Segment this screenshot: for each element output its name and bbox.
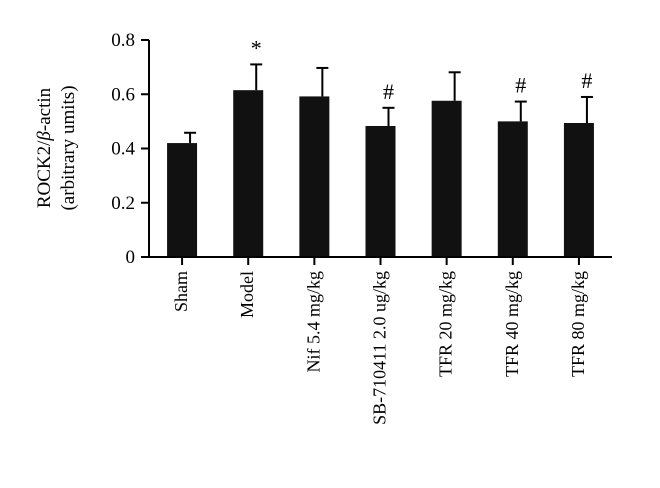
category-labels-group: Sham Model Nif 5.4 mg/kg SB-710411 2.0 ug/k… [171,271,588,425]
y-axis-label: ROCK2/β-actin (arbitrary umits) [34,85,79,210]
bar [497,121,528,257]
bar [365,125,396,257]
y-axis-label-greek: β [34,131,55,142]
bar [233,90,264,258]
y-ticks-group: 0 0.2 0.4 0.6 0.8 [111,30,149,268]
y-axis-label-suffix: -actin [34,87,55,131]
significance-marker: # [383,79,394,104]
category-label: Nif 5.4 mg/kg [303,271,323,373]
category-label: TFR 80 mg/kg [568,271,588,377]
significance-marker: * [251,35,262,60]
y-tick-label: 0.8 [111,30,135,51]
category-label: Sham [171,271,191,312]
y-tick-label: 0.4 [111,139,135,160]
bar [431,100,462,257]
significance-marker: # [515,73,526,98]
category-label: TFR 20 mg/kg [436,271,456,377]
bar [167,143,198,257]
error-bars-group [184,63,593,144]
y-tick-label: 0.2 [111,193,135,214]
bar [563,123,594,257]
y-tick-label: 0.6 [111,84,135,105]
y-axis-label-line2: (arbitrary umits) [58,85,79,210]
category-label: TFR 40 mg/kg [502,271,522,377]
significance-markers-group: * # # # [251,35,593,103]
y-tick-label: 0 [126,247,136,268]
category-label: Model [237,271,257,318]
bar [299,96,330,257]
y-axis-label-prefix: ROCK2/ [34,140,55,208]
bars-group [167,90,594,258]
significance-marker: # [581,68,592,93]
category-label: SB-710411 2.0 ug/kg [370,271,390,425]
x-ticks-group [181,257,580,265]
y-axis-label-line1: ROCK2/β-actin [34,87,55,208]
